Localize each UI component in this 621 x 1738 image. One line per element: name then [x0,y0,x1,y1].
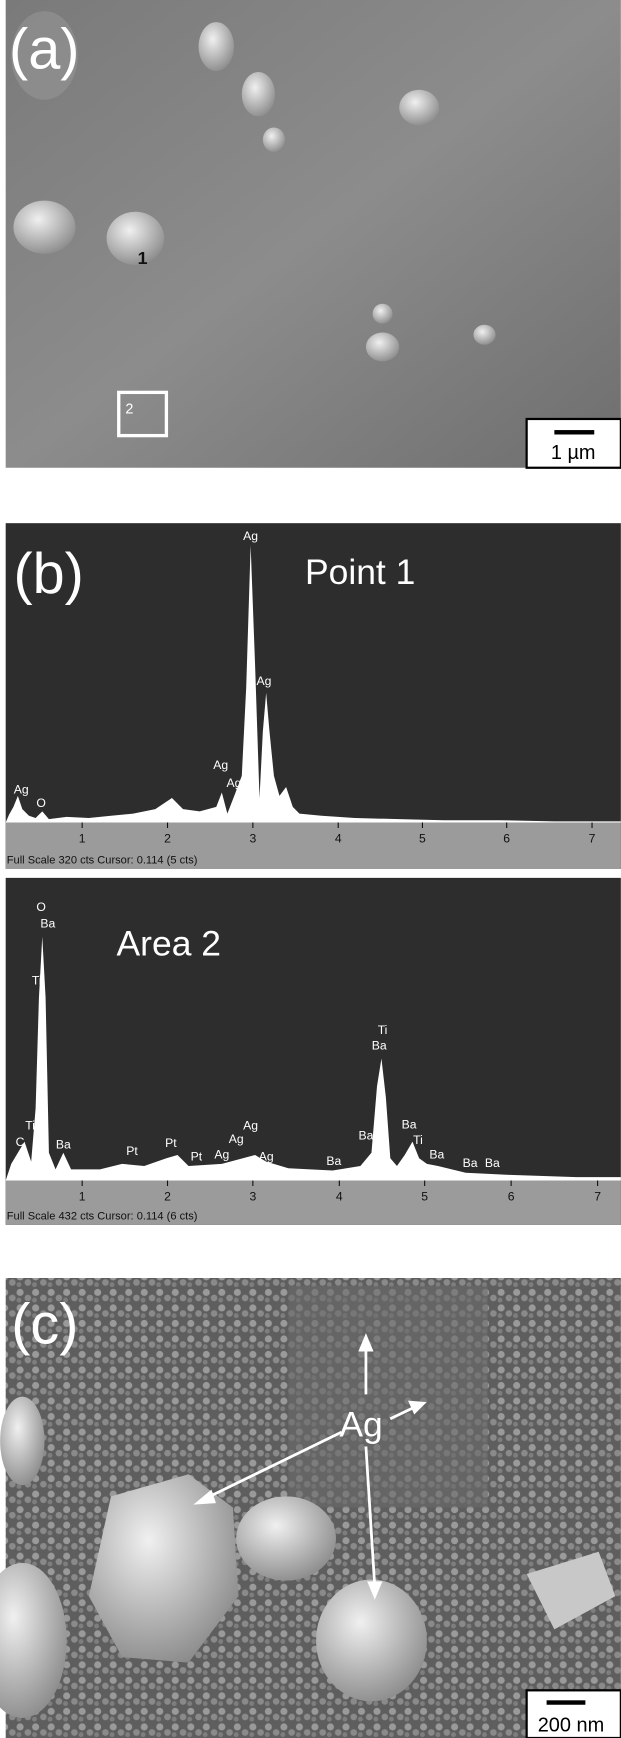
peak-label: Ti [378,1023,388,1037]
peak-label: Ba [358,1128,373,1142]
x-tick-label: 5 [419,831,426,845]
x-tick-label: 4 [335,831,342,845]
peak-label: Ag [259,1150,274,1164]
x-tick-label: 7 [594,1189,601,1203]
peak-label: Ba [56,1137,71,1151]
x-tick-label: 6 [508,1189,515,1203]
x-tick-label: 3 [249,1189,256,1203]
x-tick-label: 1 [79,831,86,845]
spectrum: (b) Point 1 Full Scale 320 cts Cursor: 0… [5,523,621,869]
scale-bar-label: 200 nm [538,1714,605,1736]
peak-label: Ag [213,758,228,772]
panel-label: (c) [11,1292,78,1356]
spectrum-title: Area 2 [117,923,221,963]
x-tick-label: 4 [336,1189,343,1203]
annotation: Ag [339,1405,382,1445]
peak-label: O [36,900,45,914]
peak-label: Ti [32,973,42,987]
peak-label: Ba [429,1147,444,1161]
spectrum-title: Point 1 [305,552,415,592]
peak-label: Ba [485,1156,500,1170]
x-tick-label: 2 [164,831,171,845]
panel-label: (a) [9,18,79,82]
spectrum: Area 2 Full Scale 432 cts Cursor: 0.114 … [5,877,621,1225]
peak-label: Ag [14,783,29,797]
peak-label: Ti [25,1118,35,1132]
peak-label: Ba [40,917,55,931]
x-tick-label: 3 [249,831,256,845]
scale-bar-label: 1 µm [551,442,596,464]
sem-image-c: (c) Ag 200 nm [0,1278,621,1738]
x-tick-label: 7 [589,831,596,845]
sem-image-a: 2 1 (a) 1 µm [5,0,621,469]
peak-label: Ag [227,776,242,790]
x-tick-label: 5 [421,1189,428,1203]
peak-label: Ag [214,1147,229,1161]
peak-label: O [36,796,45,810]
spectrum-footer: Full Scale 432 cts Cursor: 0.114 (6 cts) [7,1210,198,1222]
peak-label: Ba [463,1156,478,1170]
peak-label: Ag [243,529,258,543]
peak-label: Ag [229,1132,244,1146]
panel-label: (b) [13,542,83,606]
marker: 2 [125,401,133,417]
x-tick-label: 6 [503,831,510,845]
peak-label: Ba [326,1154,341,1168]
x-tick-label: 1 [79,1189,86,1203]
peak-label: Ti [413,1133,423,1147]
peak-label: Pt [126,1144,138,1158]
peak-label: Pt [191,1150,203,1164]
peak-label: Ag [256,674,271,688]
marker: 1 [138,248,148,268]
peak-label: C [16,1135,25,1149]
x-tick-label: 2 [164,1189,171,1203]
spectrum-footer: Full Scale 320 cts Cursor: 0.114 (5 cts) [7,854,198,866]
peak-label: Ag [243,1118,258,1132]
peak-label: Ba [402,1117,417,1131]
peak-label: Pt [165,1136,177,1150]
peak-label: Ba [372,1039,387,1053]
